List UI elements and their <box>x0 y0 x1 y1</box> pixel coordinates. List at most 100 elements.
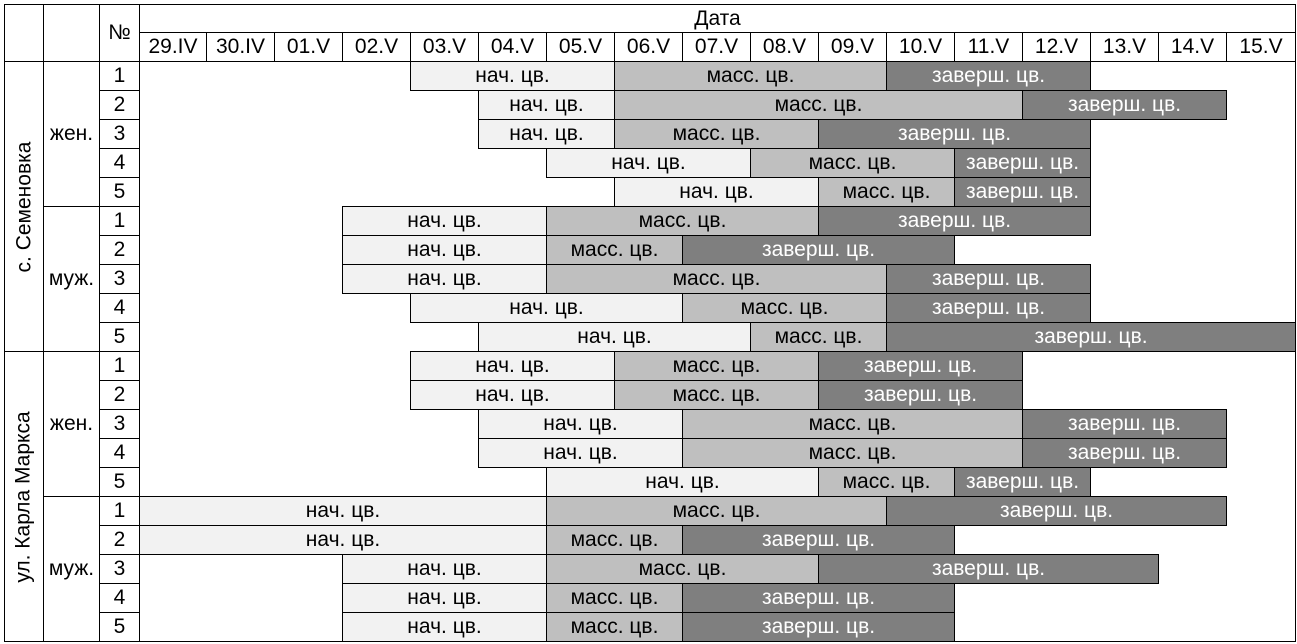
header-date-9: 08.V <box>750 32 819 62</box>
row-number-text: 1 <box>113 209 126 232</box>
phase-zav-text: заверш. цв. <box>999 499 1114 522</box>
phase-mass: масс. цв. <box>818 177 955 207</box>
phase-nach-text: нач. цв. <box>679 180 754 203</box>
phase-zav: заверш. цв. <box>682 583 955 613</box>
phase-nach: нач. цв. <box>478 409 683 439</box>
phase-mass: масс. цв. <box>818 467 955 497</box>
header-date-6-text: 05.V <box>558 35 603 58</box>
phase-zav-text: заверш. цв. <box>863 383 978 406</box>
phase-zav: заверш. цв. <box>818 554 1159 584</box>
row-number-text: 4 <box>113 151 126 174</box>
phase-zav: заверш. цв. <box>818 206 1091 236</box>
phase-zav-text: заверш. цв. <box>931 557 1046 580</box>
phase-zav-text: заверш. цв. <box>863 354 978 377</box>
header-date-7: 06.V <box>614 32 683 62</box>
phase-zav-text: заверш. цв. <box>1067 441 1182 464</box>
phase-mass-text: масс. цв. <box>672 267 761 290</box>
phase-nach-text: нач. цв. <box>543 412 618 435</box>
phase-mass: масс. цв. <box>682 438 1023 468</box>
row-number: 1 <box>99 351 140 381</box>
phase-zav: заверш. цв. <box>886 496 1227 526</box>
phase-mass: масс. цв. <box>614 61 887 91</box>
header-date-16: 15.V <box>1226 32 1296 62</box>
phase-mass-text: масс. цв. <box>808 441 897 464</box>
row-number-text: 1 <box>113 499 126 522</box>
phase-zav: заверш. цв. <box>954 177 1091 207</box>
phase-nach: нач. цв. <box>410 61 615 91</box>
phase-zav-text: заверш. цв. <box>1067 412 1182 435</box>
row-number-text: 2 <box>113 93 126 116</box>
phase-nach-text: нач. цв. <box>509 296 584 319</box>
header-blank-site <box>4 4 44 62</box>
phase-mass-text: масс. цв. <box>672 122 761 145</box>
phase-nach-text: нач. цв. <box>305 528 381 551</box>
phase-mass-text: масс. цв. <box>570 586 659 609</box>
phase-zav-text: заверш. цв. <box>761 238 876 261</box>
header-date-1-text: 30.IV <box>215 35 266 58</box>
phase-nach: нач. цв. <box>546 467 819 497</box>
header-date-15: 14.V <box>1158 32 1227 62</box>
phase-nach: нач. цв. <box>342 583 547 613</box>
phase-zav: заверш. цв. <box>886 322 1296 352</box>
row-number: 4 <box>99 583 140 613</box>
header-date-13-text: 12.V <box>1034 35 1079 58</box>
row-number-text: 2 <box>113 528 126 551</box>
phase-zav-text: заверш. цв. <box>965 470 1080 493</box>
header-date-7-text: 06.V <box>626 35 671 58</box>
phase-mass: масс. цв. <box>546 496 887 526</box>
phase-mass: масс. цв. <box>546 235 683 265</box>
header-date-6: 05.V <box>546 32 615 62</box>
row-number: 2 <box>99 235 140 265</box>
phase-mass-text: масс. цв. <box>570 238 659 261</box>
header-date-9-text: 08.V <box>762 35 807 58</box>
phase-mass-text: масс. цв. <box>774 325 863 348</box>
phase-mass-text: масс. цв. <box>842 470 931 493</box>
phase-zav-text: заверш. цв. <box>931 267 1046 290</box>
row-number: 3 <box>99 409 140 439</box>
phase-mass: масс. цв. <box>614 119 819 149</box>
phase-nach-text: нач. цв. <box>475 64 550 87</box>
phase-nach: нач. цв. <box>546 148 751 178</box>
phase-mass: масс. цв. <box>546 612 683 642</box>
phase-nach: нач. цв. <box>342 235 547 265</box>
phase-mass: масс. цв. <box>546 583 683 613</box>
phase-nach-text: нач. цв. <box>509 122 584 145</box>
phase-mass-text: масс. цв. <box>808 412 897 435</box>
phase-zav-text: заверш. цв. <box>965 151 1080 174</box>
phase-nach-text: нач. цв. <box>407 615 482 638</box>
phase-zav-text: заверш. цв. <box>931 64 1046 87</box>
phase-mass: масс. цв. <box>682 409 1023 439</box>
header-date-15-text: 14.V <box>1170 35 1215 58</box>
header-date: Дата <box>139 4 1296 33</box>
phase-mass-text: масс. цв. <box>774 93 863 116</box>
phase-zav: заверш. цв. <box>818 351 1023 381</box>
phase-zav: заверш. цв. <box>886 264 1091 294</box>
header-date-12-text: 11.V <box>967 35 1010 58</box>
header-blank-sex <box>43 4 100 62</box>
row-number: 5 <box>99 467 140 497</box>
phase-mass-text: масс. цв. <box>740 296 829 319</box>
phase-zav: заверш. цв. <box>818 380 1023 410</box>
phase-nach-text: нач. цв. <box>611 151 686 174</box>
row-number-text: 3 <box>113 557 126 580</box>
phase-nach: нач. цв. <box>342 554 547 584</box>
phase-nach: нач. цв. <box>342 264 547 294</box>
row-number: 5 <box>99 322 140 352</box>
row-number: 2 <box>99 525 140 555</box>
header-date-0: 29.IV <box>139 32 207 62</box>
site-label-text: ул. Карла Маркса <box>12 410 36 583</box>
row-number: 4 <box>99 438 140 468</box>
phase-zav-text: заверш. цв. <box>965 180 1080 203</box>
phase-zav-text: заверш. цв. <box>897 209 1012 232</box>
row-number-text: 3 <box>113 122 126 145</box>
header-date-10-text: 09.V <box>830 35 875 58</box>
row-number-text: 2 <box>113 238 126 261</box>
phase-mass-text: масс. цв. <box>570 528 659 551</box>
sex-label: жен. <box>43 61 100 207</box>
header-date-13: 12.V <box>1022 32 1091 62</box>
header-date-5: 04.V <box>478 32 547 62</box>
phase-nach: нач. цв. <box>478 90 615 120</box>
phase-zav: заверш. цв. <box>886 61 1091 91</box>
header-date-10: 09.V <box>818 32 887 62</box>
phase-mass-text: масс. цв. <box>808 151 897 174</box>
